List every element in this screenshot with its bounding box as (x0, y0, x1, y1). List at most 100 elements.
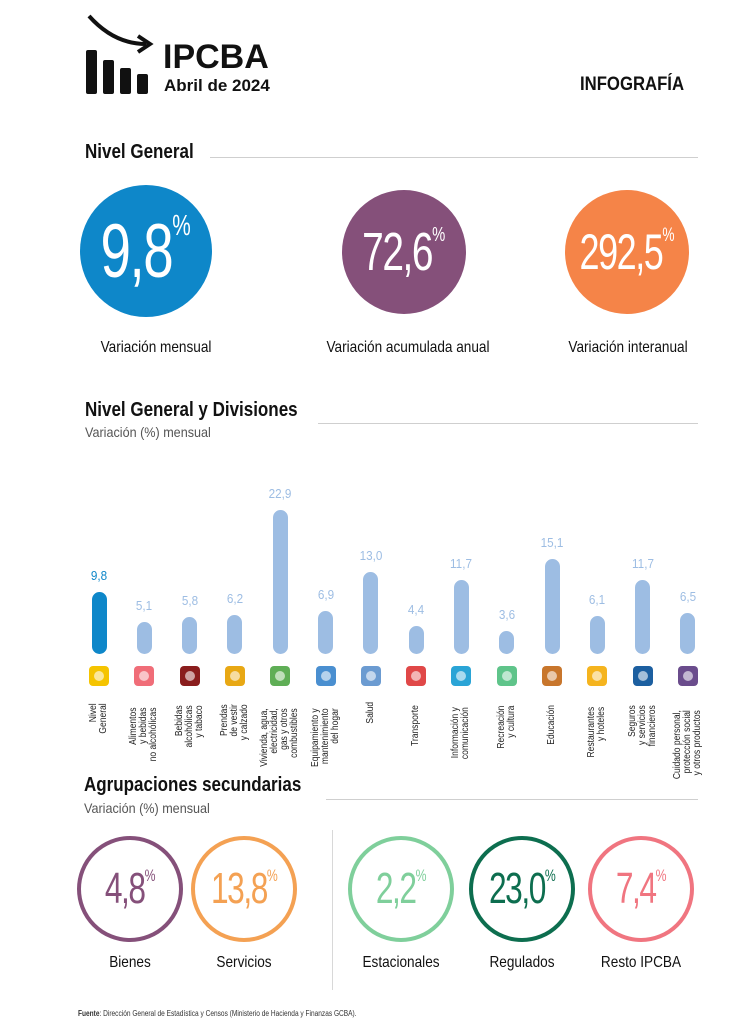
source-text: : Dirección General de Estadística y Cen… (99, 1009, 357, 1018)
section-subtitle-agrupaciones: Variación (%) mensual (84, 800, 210, 816)
group-value: 2,2 (375, 864, 417, 913)
indicator-circle: 292,5% (565, 190, 689, 314)
bar-value-label: 5,1 (136, 597, 153, 613)
group-ring: 7,4% (588, 836, 694, 942)
group-divider (332, 830, 333, 990)
indicator-value-group: 9,8% (101, 208, 191, 295)
category-label: Información y comunicación (450, 707, 472, 760)
bar-value-label: 6,9 (317, 586, 334, 602)
bar-value-label: 4,4 (407, 602, 425, 618)
category-label: Salud (364, 701, 376, 724)
bar (453, 580, 469, 654)
section-subtitle-divisiones: Variación (%) mensual (85, 424, 211, 440)
category-label: Educación (546, 705, 557, 745)
bar-value-label: 5,8 (181, 593, 198, 609)
source-note: Fuente: Dirección General de Estadística… (78, 1009, 357, 1018)
bottles-icon (175, 660, 205, 692)
bar-value-label: 13,0 (359, 548, 383, 564)
school-icon (537, 660, 567, 692)
bar (182, 617, 198, 654)
section-divider (318, 423, 698, 424)
category-label: Transporte (410, 705, 422, 746)
indicator-value: 9,8 (100, 208, 174, 294)
bar (544, 558, 560, 654)
food-icon (129, 660, 159, 692)
ipcba-logo-icon (86, 14, 154, 94)
bar-value-label: 6,2 (226, 590, 244, 606)
bar (408, 626, 424, 654)
computer-icon (446, 660, 476, 692)
section-divider (326, 799, 698, 800)
percent-sign: % (662, 224, 675, 246)
doctor-icon (356, 660, 386, 692)
bar (589, 615, 605, 654)
group-label: Estacionales (362, 954, 440, 971)
bar-value-label: 9,8 (90, 568, 108, 584)
group-ring: 2,2% (348, 836, 454, 942)
group-value-group: 4,8% (105, 864, 156, 914)
group-ring: 4,8% (77, 836, 183, 942)
indicator-label: Variación mensual (100, 339, 212, 356)
percent-sign: % (144, 866, 156, 885)
group-value-group: 23,0% (489, 864, 556, 914)
document-type-label: INFOGRAFÍA (580, 74, 685, 95)
section-title-divisiones: Nivel General y Divisiones (85, 399, 298, 421)
indicator-label: Variación acumulada anual (326, 339, 490, 356)
category-label: Nivel General (88, 703, 109, 734)
section-divider (210, 157, 698, 158)
category-label: Recreación y cultura (495, 705, 517, 749)
group-value-group: 13,8% (211, 864, 278, 914)
percent-sign: % (172, 210, 192, 243)
washing-machine-icon (311, 660, 341, 692)
percent-sign: % (266, 866, 278, 885)
bar (363, 572, 379, 654)
indicator-value-group: 292,5% (579, 223, 674, 281)
group-ring: 23,0% (469, 836, 575, 942)
bar-value-label: 6,5 (679, 589, 697, 605)
bar-value-label: 11,7 (450, 556, 473, 572)
group-value-group: 7,4% (616, 864, 667, 914)
house-icon (265, 660, 295, 692)
percent-sign: % (655, 866, 667, 885)
divisions-bar-chart: 9,8 Nivel General 5,1 Alimentos y bebidas n… (70, 440, 720, 780)
bar (499, 631, 515, 654)
group-value: 7,4 (615, 864, 657, 913)
group-ring: 13,8% (191, 836, 297, 942)
bar-value-label: 3,6 (498, 607, 515, 623)
brand-title: IPCBA (163, 38, 269, 76)
category-label: Equipamiento y mantenimiento del hogar (309, 708, 341, 767)
indicator-value-group: 72,6% (362, 221, 445, 283)
indicator-label: Variación interanual (568, 339, 688, 356)
bar (680, 613, 696, 654)
group-value: 23,0 (488, 864, 546, 913)
report-period: Abril de 2024 (164, 76, 270, 95)
category-label: Prendas de vestir y calzado (218, 704, 250, 741)
category-label: Cuidado personal, protección social y ot… (671, 710, 703, 780)
source-label: Fuente (78, 1009, 100, 1018)
category-label: Alimentos y bebidas no alcohólicas (128, 707, 160, 762)
group-value: 13,8 (210, 864, 268, 913)
bar (227, 614, 243, 654)
bar-value-label: 15,1 (540, 534, 564, 550)
percent-sign: % (415, 866, 427, 885)
percent-sign: % (432, 223, 446, 247)
category-label: Bebidas alcohólicas y tabaco (173, 705, 205, 748)
bar (272, 509, 288, 654)
category-label: Vivienda, agua, electricidad, gas y otro… (259, 708, 301, 767)
bar-value-label: 6,1 (589, 591, 606, 607)
group-label: Servicios (216, 954, 272, 971)
bar-value-label: 22,9 (268, 485, 292, 501)
bar-value-label: 11,7 (631, 556, 654, 572)
indicator-value: 72,6 (362, 222, 433, 282)
category-label: Restaurantes y hoteles (586, 706, 608, 758)
indicator-circle: 9,8% (80, 185, 212, 317)
section-title-nivel-general: Nivel General (85, 141, 194, 163)
group-label: Regulados (489, 954, 555, 971)
group-label: Bienes (109, 954, 151, 971)
group-value-group: 2,2% (376, 864, 427, 914)
bar (136, 621, 152, 654)
group-label: Resto IPCBA (600, 954, 682, 971)
personal-care-icon (673, 660, 703, 692)
section-title-agrupaciones: Agrupaciones secundarias (84, 774, 302, 796)
indicator-circle: 72,6% (342, 190, 466, 314)
